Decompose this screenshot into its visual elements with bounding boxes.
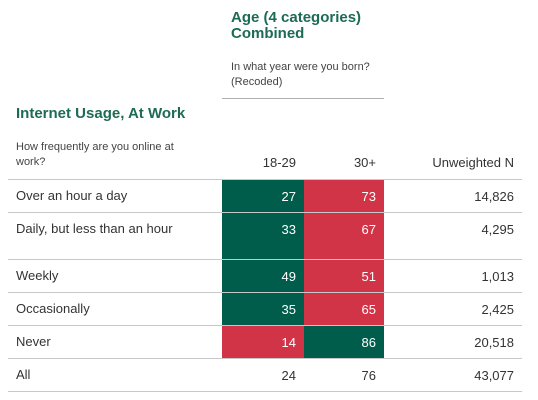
column-header-30-plus: 30+	[353, 155, 376, 170]
value-cell-bg	[304, 213, 384, 259]
value-cell-18-29: 33	[281, 222, 296, 237]
row-variable-subtitle: How frequently are you online at work?	[16, 141, 174, 168]
row-label: Weekly	[16, 268, 59, 283]
table-top-rule	[8, 179, 522, 180]
value-cell-bg	[222, 260, 304, 292]
unweighted-n-cell: 43,077	[474, 368, 514, 383]
column-variable-title: Age (4 categories) Combined	[231, 9, 362, 42]
value-cell-18-29: 49	[281, 269, 296, 284]
value-cell-30-plus: 67	[361, 222, 376, 237]
value-cell-bg	[304, 326, 384, 358]
unweighted-n-cell: 1,013	[481, 269, 514, 284]
value-cell-bg	[304, 180, 384, 212]
value-cell-30-plus: 65	[361, 302, 376, 317]
table-bottom-rule	[8, 391, 522, 392]
row-label: Daily, but less than an hour	[16, 221, 173, 236]
value-cell-bg	[304, 293, 384, 325]
row-rule	[8, 292, 522, 293]
row-label: Over an hour a day	[16, 188, 128, 203]
value-cell-18-29: 27	[281, 189, 296, 204]
column-variable-subtitle: In what year were you born? (Recoded)	[231, 61, 370, 88]
row-rule	[8, 325, 522, 326]
column-header-18-29: 18-29	[262, 155, 296, 170]
column-header-unweighted-n: Unweighted N	[432, 155, 514, 170]
value-cell-18-29: 35	[281, 302, 296, 317]
value-cell-30-plus: 76	[361, 368, 376, 383]
value-cell-30-plus: 86	[361, 335, 376, 350]
row-label: Never	[16, 334, 51, 349]
row-rule	[8, 259, 522, 260]
unweighted-n-cell: 4,295	[481, 222, 514, 237]
row-label: Occasionally	[16, 301, 90, 316]
value-cell-18-29: 24	[281, 368, 296, 383]
value-cell-bg	[222, 213, 304, 259]
value-cell-18-29: 14	[281, 335, 296, 350]
row-variable-title: Internet Usage, At Work	[16, 105, 186, 122]
value-cell-30-plus: 51	[361, 269, 376, 284]
unweighted-n-cell: 14,826	[474, 189, 514, 204]
row-rule	[8, 212, 522, 213]
column-header-rule	[222, 98, 384, 99]
row-rule	[8, 358, 522, 359]
value-cell-bg	[222, 180, 304, 212]
value-cell-bg	[304, 260, 384, 292]
value-cell-bg	[222, 326, 304, 358]
unweighted-n-cell: 2,425	[481, 302, 514, 317]
value-cell-bg	[222, 293, 304, 325]
unweighted-n-cell: 20,518	[474, 335, 514, 350]
row-label: All	[16, 367, 31, 382]
value-cell-30-plus: 73	[361, 189, 376, 204]
